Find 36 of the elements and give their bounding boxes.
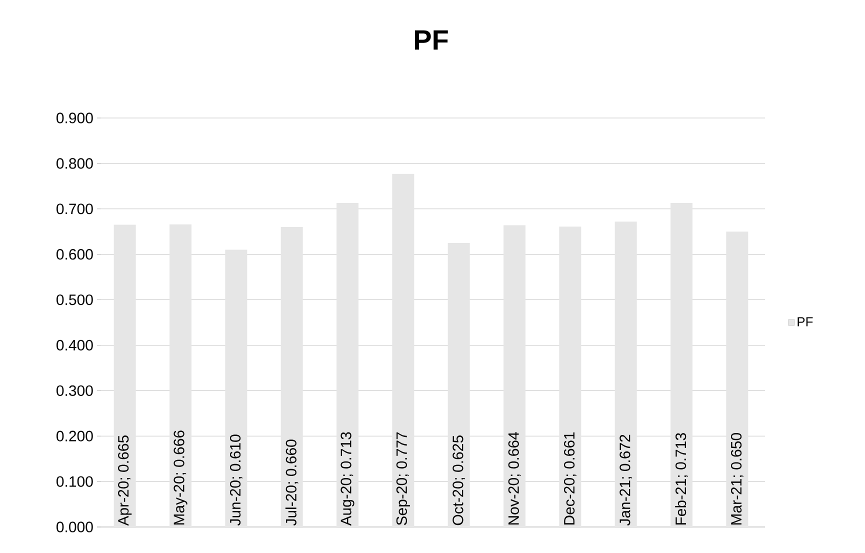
data-label: Jul-20; 0.660 xyxy=(285,440,298,526)
y-tick-label: 0.900 xyxy=(56,112,93,124)
y-tick-label: 0.400 xyxy=(56,340,93,351)
y-tick-label: 0.700 xyxy=(56,204,93,214)
y-tick-label: 0.500 xyxy=(56,294,93,306)
data-label: May-20; 0.666 xyxy=(174,430,188,525)
bar xyxy=(504,225,526,527)
bar xyxy=(448,242,470,527)
data-label: Apr-20; 0.665 xyxy=(118,436,132,526)
bar xyxy=(726,232,748,527)
bar xyxy=(170,224,192,527)
bar xyxy=(280,227,303,527)
data-label: Oct-20; 0.625 xyxy=(452,436,466,526)
data-label: Mar-21; 0.650 xyxy=(730,433,744,525)
data-label: Feb-21; 0.713 xyxy=(675,433,688,525)
bar xyxy=(614,222,637,527)
bar xyxy=(336,202,359,527)
y-tick-label: 0.100 xyxy=(56,476,93,487)
y-tick-label: 0.600 xyxy=(56,249,93,260)
y-tick-label: 0.200 xyxy=(56,430,93,442)
legend-label: PF xyxy=(798,317,813,326)
y-tick-label: 0.000 xyxy=(56,522,93,532)
data-label: Jun-20; 0.610 xyxy=(230,434,242,526)
bar xyxy=(559,226,582,527)
bar xyxy=(392,174,414,527)
data-label: Jan-21; 0.672 xyxy=(620,434,632,526)
bar xyxy=(670,202,693,527)
bar xyxy=(225,250,248,527)
chart-title: PF xyxy=(414,30,448,50)
y-tick-label: 0.300 xyxy=(56,385,93,396)
y-tick-label: 0.800 xyxy=(56,158,93,169)
bar xyxy=(114,224,136,527)
data-label: Nov-20; 0.664 xyxy=(508,432,521,525)
data-label: Sep-20; 0.777 xyxy=(396,432,410,526)
data-label: Dec-20; 0.661 xyxy=(564,432,576,525)
data-label: Aug-20; 0.713 xyxy=(340,432,354,526)
